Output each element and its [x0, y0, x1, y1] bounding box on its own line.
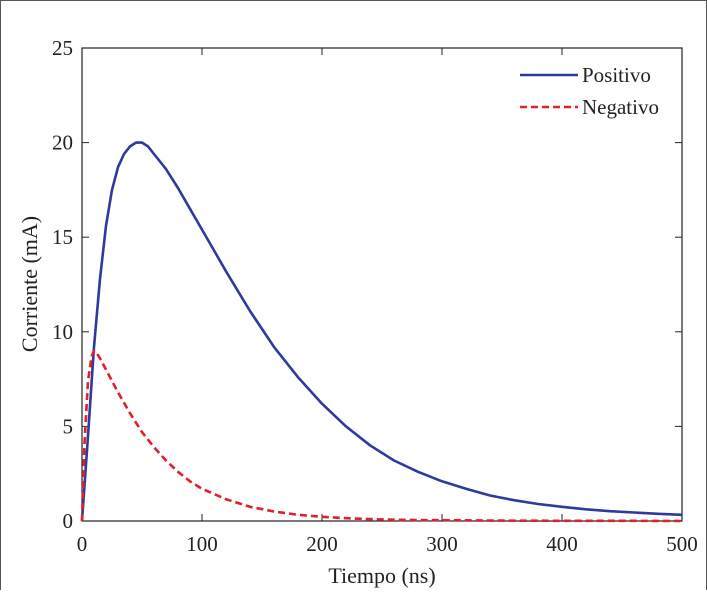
x-tick-label: 0: [77, 532, 88, 556]
legend-label-negativo: Negativo: [582, 95, 659, 119]
x-tick-label: 400: [546, 532, 578, 556]
y-axis: 0 5 10 15 20 25: [52, 36, 682, 533]
x-tick-label: 200: [306, 532, 338, 556]
y-tick-label: 25: [52, 36, 73, 60]
series-line-negativo: [80, 349, 683, 523]
x-tick-label: 500: [666, 532, 698, 556]
y-tick-label: 10: [52, 320, 73, 344]
y-tick-label: 5: [63, 414, 74, 438]
legend: Positivo Negativo: [520, 63, 659, 119]
x-tick-label: 100: [186, 532, 218, 556]
y-tick-label: 0: [63, 509, 74, 533]
legend-label-positivo: Positivo: [582, 63, 651, 87]
y-axis-label: Corriente (mA): [17, 216, 42, 352]
x-axis: 0 100 200 300 400 500: [77, 48, 698, 556]
y-tick-label: 15: [52, 225, 73, 249]
y-tick-label: 20: [52, 131, 73, 155]
series-line-positivo: [80, 141, 683, 522]
plot-frame: [81, 47, 683, 522]
x-tick-label: 300: [426, 532, 458, 556]
x-axis-label: Tiempo (ns): [328, 563, 435, 588]
series-layer: [80, 141, 683, 523]
